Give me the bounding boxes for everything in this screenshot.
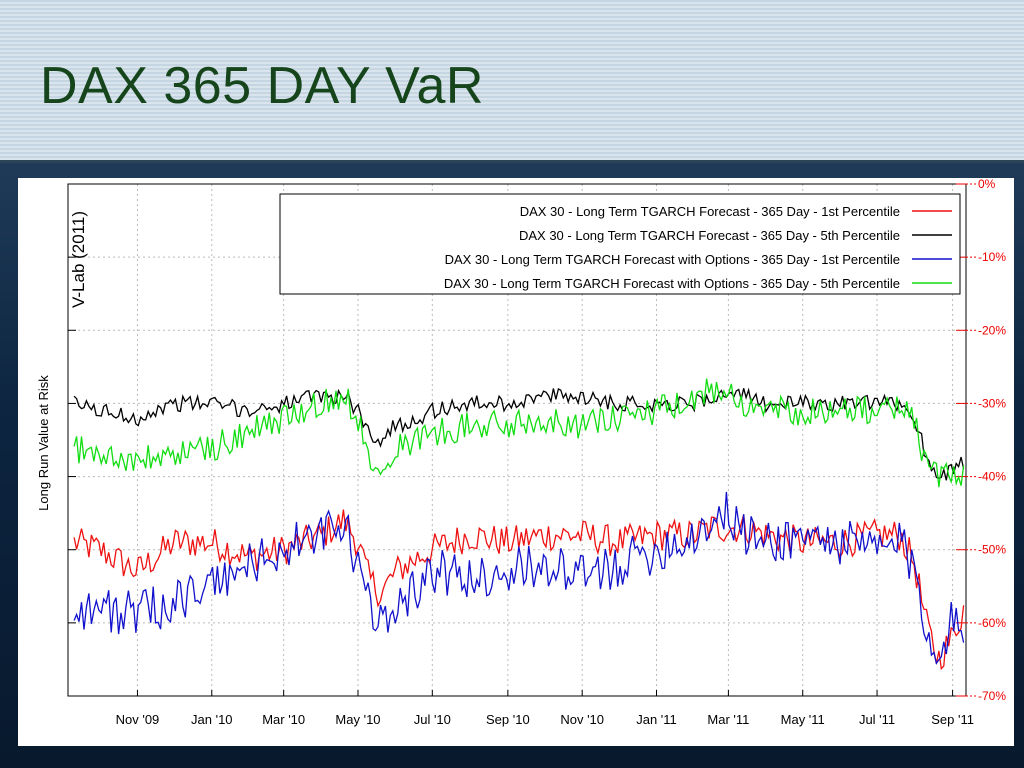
x-tick-label: May '11 bbox=[781, 712, 825, 727]
x-tick-label: Mar '11 bbox=[707, 712, 749, 727]
title-banner: DAX 365 DAY VaR bbox=[0, 0, 1024, 163]
chart-panel: 0% -10% -20% -30% -40% -50% -60% -70% Nov '09 Ja… bbox=[18, 178, 1014, 746]
legend-label: DAX 30 - Long Term TGARCH Forecast with … bbox=[444, 276, 900, 291]
y-tick-label: -70% bbox=[978, 689, 1006, 703]
y-axis-label: Long Run Value at Risk bbox=[36, 375, 51, 511]
series-line-3 bbox=[73, 491, 965, 665]
series-lines bbox=[73, 378, 965, 671]
y-tick-label: 0% bbox=[978, 178, 996, 191]
y-tick-label: -20% bbox=[978, 323, 1006, 337]
legend-box bbox=[279, 193, 961, 295]
x-tick-label: Mar '10 bbox=[262, 712, 305, 727]
x-tick-labels: Nov '09 Jan '10 Mar '10 May '10 Jul '10 Sep '… bbox=[116, 712, 974, 727]
x-tick-label: Nov '10 bbox=[560, 712, 604, 727]
y-tick-label: -40% bbox=[978, 470, 1006, 484]
x-tick-label: Sep '10 bbox=[486, 712, 530, 727]
x-tick-label: Nov '09 bbox=[116, 712, 160, 727]
y-tick-labels: 0% -10% -20% -30% -40% -50% -60% -70% bbox=[978, 178, 1006, 703]
x-tick-label: Jul '10 bbox=[414, 712, 451, 727]
series-line-1 bbox=[73, 509, 965, 671]
x-tick-label: May '10 bbox=[335, 712, 380, 727]
slide-title: DAX 365 DAY VaR bbox=[40, 57, 484, 115]
y-tick-label: -50% bbox=[978, 543, 1006, 557]
plot-frame bbox=[67, 183, 967, 697]
legend-label: DAX 30 - Long Term TGARCH Forecast with … bbox=[445, 252, 900, 267]
legend-label: DAX 30 - Long Term TGARCH Forecast - 365… bbox=[520, 204, 900, 219]
series-line-2 bbox=[73, 387, 965, 481]
x-tick-label: Jan '11 bbox=[636, 712, 677, 727]
x-tick-label: Jan '10 bbox=[191, 712, 233, 727]
y-tick-label: -10% bbox=[978, 250, 1006, 264]
series-line-4 bbox=[73, 378, 965, 488]
legend-label: DAX 30 - Long Term TGARCH Forecast - 365… bbox=[519, 228, 900, 243]
y-tick-label: -30% bbox=[978, 396, 1006, 410]
y-tick-label: -60% bbox=[978, 616, 1006, 630]
legend: DAX 30 - Long Term TGARCH Forecast - 365… bbox=[279, 193, 961, 295]
x-tick-label: Jul '11 bbox=[859, 712, 895, 727]
var-line-chart: 0% -10% -20% -30% -40% -50% -60% -70% Nov '09 Ja… bbox=[36, 178, 1006, 727]
x-tick-label: Sep '11 bbox=[931, 712, 974, 727]
watermark-label: V-Lab (2011) bbox=[69, 211, 88, 308]
